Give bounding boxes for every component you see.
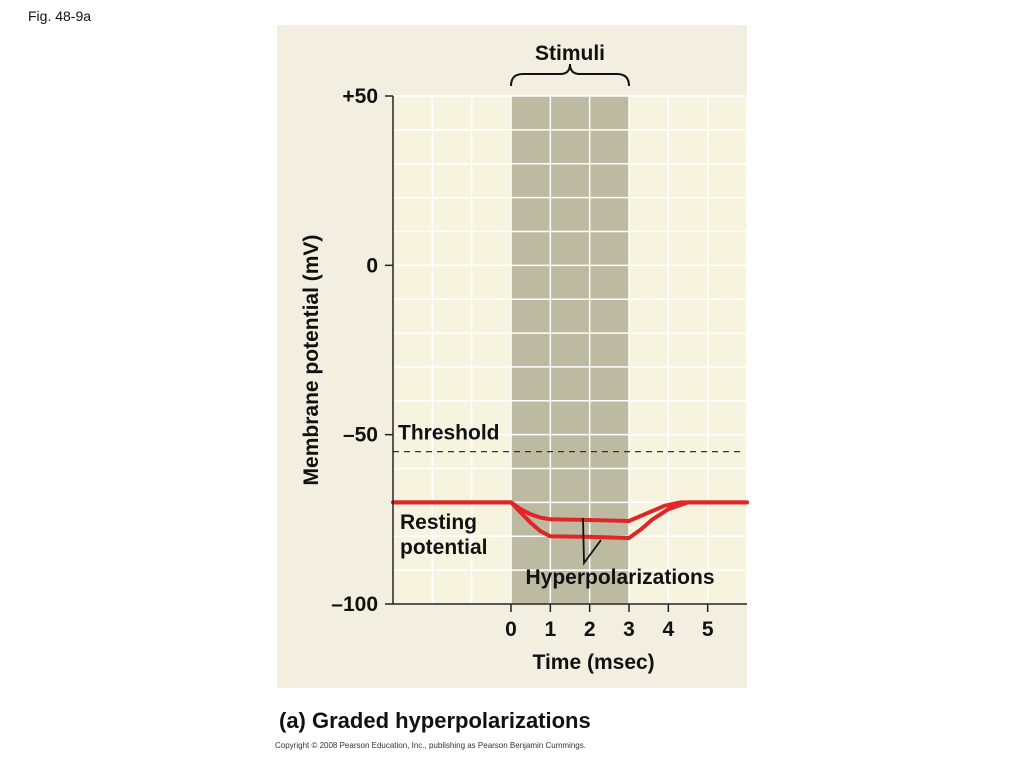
copyright-notice: Copyright © 2008 Pearson Education, Inc.… — [275, 741, 586, 750]
x-tick-label: 3 — [623, 618, 635, 641]
x-tick-label: 5 — [702, 618, 714, 641]
x-tick-label: 4 — [662, 618, 674, 641]
x-axis-label: Time (msec) — [533, 651, 655, 674]
resting-potential-label: potential — [400, 536, 488, 559]
axes: +50 0 –50 –100 0 1 2 3 4 5 Time (msec) Membrane pot… — [300, 85, 747, 674]
y-tick-label: –100 — [331, 593, 378, 616]
stimulus-brace — [510, 63, 630, 87]
figure-label: Fig. 48-9a — [28, 8, 92, 24]
stimulus-band — [511, 96, 629, 604]
x-tick-label: 1 — [544, 618, 556, 641]
hyperpolarizations-label: Hyperpolarizations — [525, 566, 714, 589]
y-tick-label: –50 — [343, 424, 378, 447]
hyperpolarizations-pointer — [582, 517, 602, 566]
resting-potential-label: Resting — [400, 511, 477, 534]
hyperpolarization-trace — [391, 500, 749, 540]
y-tick-label: 0 — [366, 254, 378, 277]
stimulus-band-rect — [511, 96, 629, 604]
x-tick-label: 0 — [505, 618, 517, 641]
stimulus-label: Stimuli — [535, 42, 605, 65]
figure-caption: (a) Graded hyperpolarizations — [279, 708, 591, 733]
traces — [391, 500, 749, 540]
threshold: Threshold — [393, 422, 743, 453]
threshold-label: Threshold — [398, 422, 500, 445]
y-axis-label: Membrane potential (mV) — [300, 235, 323, 486]
hyperpolarization-trace — [391, 500, 749, 523]
x-tick-label: 2 — [584, 618, 596, 641]
y-tick-label: +50 — [342, 85, 378, 108]
